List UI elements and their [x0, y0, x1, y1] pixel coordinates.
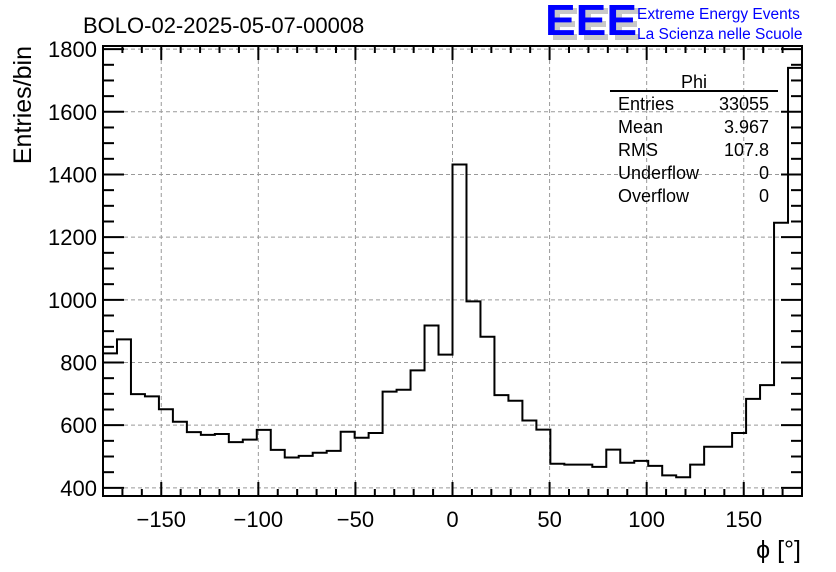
stats-value: 107.8: [724, 140, 769, 160]
logo-shadow-bar: [615, 8, 639, 14]
stats-label: Underflow: [618, 163, 700, 183]
x-axis-title: ϕ [°]: [756, 536, 801, 564]
x-tick-label: 100: [628, 507, 665, 532]
logo-shadow-bar: [615, 34, 639, 40]
stats-value: 0: [759, 186, 769, 206]
logo-shadow-bar: [553, 21, 575, 27]
y-tick-label: 1600: [48, 100, 97, 125]
x-tick-label: 0: [446, 507, 458, 532]
logo-shadow-bar: [584, 34, 608, 40]
x-tick-label: −100: [234, 507, 284, 532]
y-tick-label: 800: [60, 351, 97, 376]
logo-shadow-bar: [584, 21, 606, 27]
x-tick-label: −150: [136, 507, 186, 532]
y-axis-title: Entries/bin: [9, 46, 37, 164]
x-tick-label: 150: [725, 507, 762, 532]
tick-labels: −150 −100 −50 0 50 100 150 400 600 800 1000 1200 140…: [48, 37, 762, 532]
stats-label: RMS: [618, 140, 658, 160]
stats-label: Mean: [618, 117, 663, 137]
x-tick-label: 50: [537, 507, 561, 532]
stats-label: Entries: [618, 94, 674, 114]
stats-title: Phi: [681, 72, 707, 92]
y-tick-label: 600: [60, 413, 97, 438]
histogram-line: [103, 66, 802, 479]
logo-shadow-bar: [615, 21, 637, 27]
logo-mark-shadow: [553, 8, 639, 40]
logo-shadow-bar: [553, 8, 577, 14]
logo-line2: La Scienza nelle Scuole: [637, 26, 802, 43]
y-tick-label: 1800: [48, 37, 97, 62]
y-tick-label: 1400: [48, 162, 97, 187]
x-tick-label: −50: [337, 507, 374, 532]
plot-frame: [102, 45, 803, 497]
y-tick-label: 1000: [48, 288, 97, 313]
y-tick-label: 1200: [48, 225, 97, 250]
stats-box: Phi Entries 33055 Mean 3.967 RMS 107.8 Underfl…: [610, 72, 778, 206]
logo-line1: Extreme Energy Events: [637, 6, 800, 23]
stats-label: Overflow: [618, 186, 690, 206]
eee-logo: EEE Extreme Energy Events La Scienza nel…: [545, 0, 802, 45]
stats-value: 33055: [719, 94, 769, 114]
logo-shadow-bar: [553, 34, 577, 40]
logo-mark: EEE: [545, 0, 637, 45]
chart-title: BOLO-02-2025-05-07-00008: [83, 13, 364, 38]
stats-value: 0: [759, 163, 769, 183]
y-tick-label: 400: [60, 476, 97, 501]
stats-value: 3.967: [724, 117, 769, 137]
logo-shadow-bar: [584, 8, 608, 14]
